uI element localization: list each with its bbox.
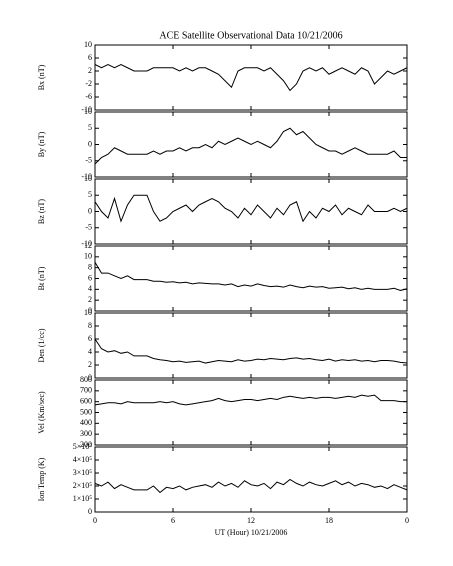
y-tick-label: 8 <box>88 262 92 271</box>
data-line <box>94 63 408 92</box>
y-tick-label: 500 <box>80 407 92 416</box>
y-tick-label: 6 <box>88 53 92 62</box>
y-tick-label: 2 <box>88 360 92 369</box>
y-tick-label: 400 <box>80 418 92 427</box>
y-tick-label: 0 <box>88 507 92 516</box>
data-line <box>94 338 408 364</box>
y-tick-label: 10 <box>84 252 92 261</box>
y-tick-label: -2 <box>85 79 92 88</box>
y-tick-label: 0 <box>88 206 92 215</box>
y-axis-label: Den (1/cc) <box>37 328 46 362</box>
x-axis-label: UT (Hour) 10/21/2006 <box>215 528 288 537</box>
y-tick-label: -10 <box>81 105 92 114</box>
panel-frame <box>94 446 408 513</box>
x-tick-label: 0 <box>93 516 97 525</box>
y-tick-label: 600 <box>80 396 92 405</box>
y-tick-label: -6 <box>85 92 92 101</box>
y-tick-label: 2 <box>88 295 92 304</box>
y-tick-label: 5×10⁵ <box>73 442 93 451</box>
y-tick-label: 1×10⁵ <box>73 494 93 503</box>
x-tick-label: 6 <box>171 516 175 525</box>
chart-title: ACE Satellite Observational Data 10/21/2… <box>159 30 342 41</box>
data-line <box>94 261 408 291</box>
y-tick-label: 4 <box>88 347 92 356</box>
y-axis-label: Bx (nT) <box>37 64 46 90</box>
y-axis-label: Vel (Km/sec) <box>37 391 46 434</box>
y-tick-label: -10 <box>81 239 92 248</box>
x-tick-label: 18 <box>325 516 333 525</box>
data-line <box>94 194 408 223</box>
y-axis-label: Bt (nT) <box>37 266 46 290</box>
y-tick-label: 4 <box>88 284 92 293</box>
y-tick-label: 3×10⁵ <box>73 468 93 477</box>
y-axis-label: By (nT) <box>37 131 46 157</box>
y-tick-label: 0 <box>88 306 92 315</box>
y-tick-label: 200 <box>80 440 92 449</box>
y-tick-label: 10 <box>84 174 92 183</box>
y-tick-label: -5 <box>85 156 92 165</box>
y-tick-label: 10 <box>84 107 92 116</box>
y-tick-label: 6 <box>88 273 92 282</box>
x-tick-label: 12 <box>247 516 255 525</box>
y-tick-label: 5 <box>88 190 92 199</box>
y-tick-label: -5 <box>85 223 92 232</box>
y-tick-label: 0 <box>88 373 92 382</box>
panel-frame <box>94 245 408 312</box>
y-tick-label: 2×10⁵ <box>73 481 93 490</box>
y-axis-label: Bz (nT) <box>37 199 46 224</box>
y-tick-label: 10 <box>84 308 92 317</box>
panel-frame <box>94 178 408 245</box>
y-tick-label: 10 <box>84 40 92 49</box>
y-tick-label: 300 <box>80 429 92 438</box>
y-tick-label: -10 <box>81 172 92 181</box>
x-tick-label: 0 <box>405 516 409 525</box>
y-tick-label: 8 <box>88 321 92 330</box>
y-tick-label: 0 <box>88 139 92 148</box>
panel-frame <box>94 379 408 446</box>
y-tick-label: 800 <box>80 375 92 384</box>
y-axis-label: Ion Temp (K) <box>37 457 46 501</box>
y-tick-label: 5 <box>88 123 92 132</box>
y-tick-label: 4×10⁵ <box>73 455 93 464</box>
y-tick-label: 2 <box>88 66 92 75</box>
data-line <box>94 394 407 406</box>
y-tick-label: 700 <box>80 386 92 395</box>
data-line <box>94 127 407 165</box>
y-tick-label: 12 <box>84 241 92 250</box>
y-tick-label: 6 <box>88 334 92 343</box>
panel-frame <box>94 44 408 111</box>
panel-frame <box>94 312 408 379</box>
data-line <box>94 478 408 494</box>
